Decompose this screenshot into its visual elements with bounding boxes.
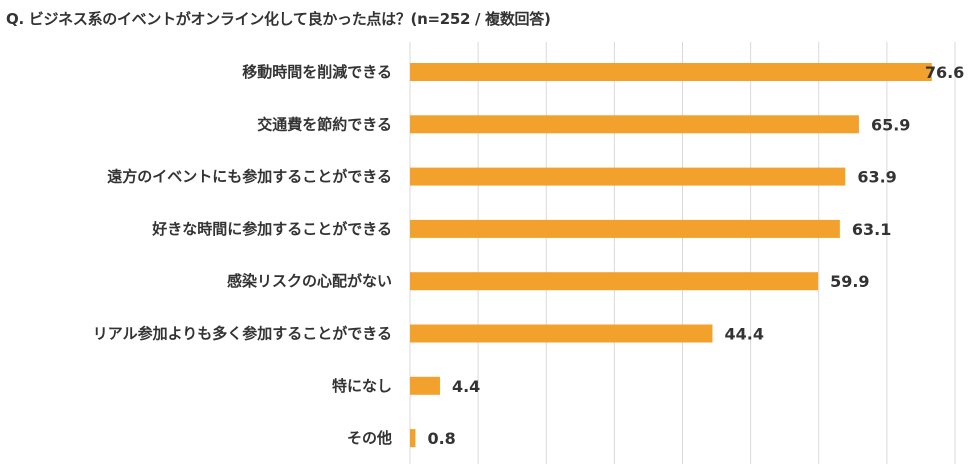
bar — [410, 272, 819, 291]
bar — [410, 63, 932, 81]
category-label: その他 — [347, 429, 392, 447]
data-label: 65.9 — [871, 115, 910, 134]
category-label: 感染リスクの心配がない — [227, 272, 392, 290]
category-label: 交通費を節約できる — [257, 115, 392, 133]
data-label: 76.6 — [925, 63, 964, 82]
data-label: 59.9 — [830, 272, 869, 291]
data-label: 63.9 — [857, 168, 896, 187]
category-label: 特になし — [332, 377, 392, 395]
bar — [410, 324, 713, 343]
bar — [410, 219, 840, 238]
category-label: リアル参加よりも多く参加することができる — [93, 325, 392, 343]
category-label: 遠方のイベントにも参加することができる — [107, 168, 392, 186]
data-label: 63.1 — [852, 220, 891, 239]
bar — [410, 376, 440, 395]
data-label: 4.4 — [452, 377, 480, 396]
bar — [410, 167, 846, 186]
bar — [410, 115, 859, 134]
data-label: 0.8 — [427, 429, 455, 448]
data-label: 44.4 — [724, 325, 763, 344]
bar — [410, 429, 416, 448]
category-label: 好きな時間に参加することができる — [151, 220, 392, 238]
category-label: 移動時間を削減できる — [242, 63, 392, 81]
chart-title: Q. ビジネス系のイベントがオンライン化して良かった点は？(n=252 / 複数… — [6, 10, 551, 28]
